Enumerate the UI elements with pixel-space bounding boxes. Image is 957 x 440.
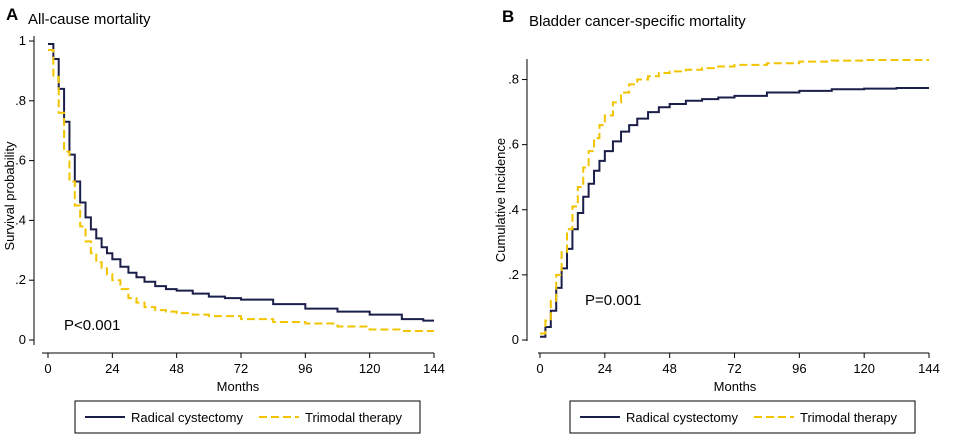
series-line-radical-cystectomy-b <box>540 87 929 338</box>
x-tick-label: 144 <box>423 361 445 376</box>
panel-letter-a: A <box>6 5 18 24</box>
legend-box-a <box>74 400 421 434</box>
y-tick-label: .6 <box>15 153 26 168</box>
y-axis-title-a: Survival probability <box>2 141 17 251</box>
y-tick-label: 0 <box>19 332 26 347</box>
x-tick-label: 96 <box>298 361 312 376</box>
x-axis-title-a: Months <box>217 379 260 394</box>
x-tick-label: 24 <box>598 361 612 376</box>
plot-area-b <box>527 6 952 353</box>
series-line-radical-cystectomy-a <box>48 42 434 322</box>
series-line-trimodal-therapy-a <box>48 48 434 333</box>
y-tick-label: 0 <box>512 332 519 347</box>
y-ticks-b: 0 .2 .4 .6 .8 <box>508 72 527 347</box>
x-tick-label: 96 <box>792 361 806 376</box>
x-tick-label: 0 <box>44 361 51 376</box>
chart-title-b: Bladder cancer-specific mortality <box>529 13 746 30</box>
panel-letter-b: B <box>502 7 514 26</box>
x-tick-label: 24 <box>105 361 119 376</box>
x-tick-label: 120 <box>359 361 381 376</box>
legend-label-trimodal-therapy-a: Trimodal therapy <box>305 410 403 425</box>
x-tick-label: 120 <box>853 361 875 376</box>
panel-b: B Bladder cancer-specific mortality 0 .2.… <box>493 6 952 434</box>
x-ticks-b: 0 24 48 72 96 120 144 <box>536 353 940 376</box>
y-tick-label: .2 <box>508 267 519 282</box>
legend-box-b <box>569 400 916 434</box>
p-value-annotation-b: P=0.001 <box>585 292 641 309</box>
legend-label-radical-cystectomy-b: Radical cystectomy <box>626 410 738 425</box>
x-tick-label: 72 <box>234 361 248 376</box>
legend-a: Radical cystectomy Trimodal therapy <box>74 400 421 434</box>
x-tick-label: 144 <box>918 361 940 376</box>
y-tick-label: .2 <box>15 272 26 287</box>
x-tick-label: 0 <box>536 361 543 376</box>
plot-area-a <box>34 6 461 353</box>
legend-label-trimodal-therapy-b: Trimodal therapy <box>800 410 898 425</box>
y-tick-label: 1 <box>19 33 26 48</box>
legend-b: Radical cystectomy Trimodal therapy <box>569 400 916 434</box>
x-ticks-a: 0 24 48 72 96 120 144 <box>44 353 445 376</box>
x-tick-label: 48 <box>662 361 676 376</box>
y-tick-label: .4 <box>508 202 519 217</box>
y-ticks-a: 0 .2 .4 .6 .8 1 <box>15 33 34 347</box>
chart-title-a: All-cause mortality <box>28 11 151 28</box>
legend-label-radical-cystectomy-a: Radical cystectomy <box>131 410 243 425</box>
x-axis-title-b: Months <box>714 379 757 394</box>
y-tick-label: .8 <box>508 72 519 87</box>
y-axis-title-b: Cumulative Incidence <box>493 138 508 262</box>
y-tick-label: .8 <box>15 93 26 108</box>
y-tick-label: .6 <box>508 137 519 152</box>
p-value-annotation-a: P<0.001 <box>64 317 120 334</box>
series-line-trimodal-therapy-b <box>540 59 929 335</box>
x-tick-label: 72 <box>727 361 741 376</box>
x-tick-label: 48 <box>169 361 183 376</box>
panel-a: A All-cause mortality 0 .2 .4 .6 .8 1 0 24 48 72… <box>2 5 461 434</box>
y-tick-label: .4 <box>15 212 26 227</box>
